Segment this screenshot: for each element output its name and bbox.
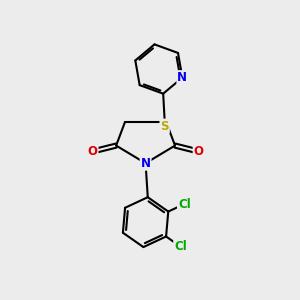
Text: S: S (160, 120, 169, 133)
Text: O: O (88, 145, 98, 158)
Text: Cl: Cl (174, 240, 187, 253)
Text: O: O (194, 145, 204, 158)
Text: Cl: Cl (178, 198, 191, 211)
Text: N: N (177, 71, 188, 84)
Text: N: N (141, 157, 151, 170)
